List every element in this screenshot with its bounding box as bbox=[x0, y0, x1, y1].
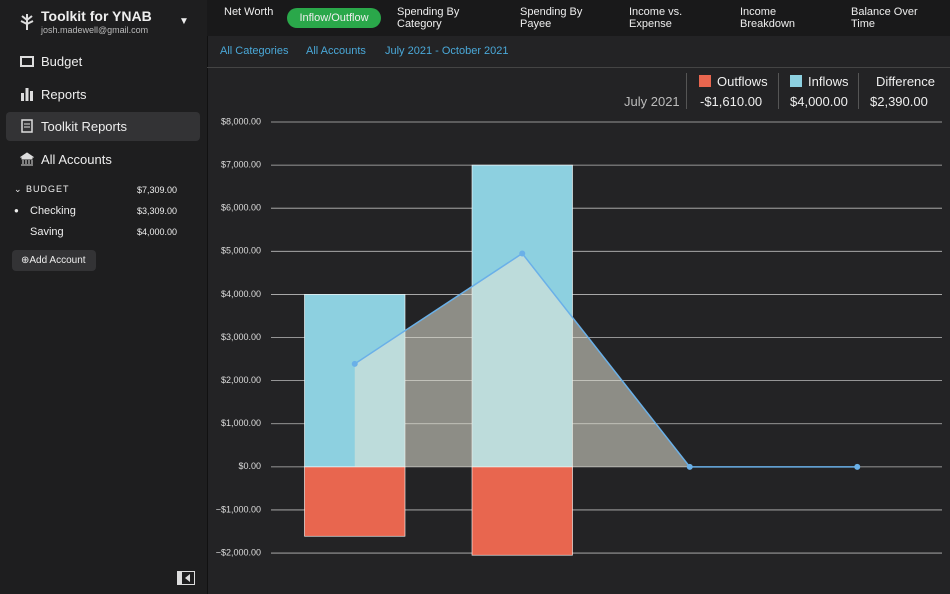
nav-label: All Accounts bbox=[41, 152, 112, 167]
y-tick-label: $2,000.00 bbox=[221, 375, 261, 385]
difference-point bbox=[686, 463, 693, 470]
divider bbox=[778, 73, 779, 109]
collapse-button[interactable] bbox=[177, 571, 195, 585]
y-tick-label: $4,000.00 bbox=[221, 289, 261, 299]
divider bbox=[686, 73, 687, 109]
y-tick-label: $7,000.00 bbox=[221, 159, 261, 169]
bar bbox=[304, 466, 406, 537]
menu-caret[interactable]: ▼ bbox=[179, 16, 189, 27]
divider bbox=[207, 67, 950, 68]
email: josh.madewell@gmail.com bbox=[41, 25, 149, 35]
add-account-button[interactable]: ⊕Add Account bbox=[12, 250, 96, 271]
bar bbox=[471, 466, 573, 556]
nav-item[interactable]: Reports bbox=[6, 80, 200, 109]
account-name[interactable]: Checking bbox=[30, 205, 76, 217]
tab-bar: Net Worth Inflow/Outflow Spending By Cat… bbox=[207, 0, 950, 36]
tab[interactable]: Income vs. Expense bbox=[629, 6, 683, 30]
y-tick-label: $0.00 bbox=[238, 461, 261, 471]
difference-line bbox=[354, 252, 858, 468]
nav-label: Reports bbox=[41, 87, 87, 102]
difference-point bbox=[519, 250, 526, 257]
filter[interactable]: All Accounts bbox=[306, 45, 366, 57]
y-tick-label: $8,000.00 bbox=[221, 116, 261, 126]
y-tick-label: $3,000.00 bbox=[221, 332, 261, 342]
account-balance: $3,309.00 bbox=[136, 206, 177, 216]
budget-label: ⌄ BUDGET bbox=[14, 184, 70, 194]
legend-swatch bbox=[699, 75, 711, 87]
y-tick-label: −$2,000.00 bbox=[216, 547, 261, 557]
summary-period: July 2021 bbox=[624, 94, 680, 109]
nav-item[interactable]: All Accounts bbox=[6, 145, 200, 174]
y-tick-label: −$1,000.00 bbox=[216, 504, 261, 514]
legend-label: Outflows bbox=[717, 74, 768, 89]
summary-value: $2,390.00 bbox=[870, 94, 928, 109]
selected-dot: ● bbox=[14, 206, 19, 215]
nav-item[interactable]: Budget bbox=[6, 47, 200, 76]
account-name[interactable]: Saving bbox=[30, 226, 64, 238]
chart: −$2,000.00 −$1,000.00 $0.00 $1,000.00 $2,000… bbox=[216, 116, 942, 557]
tab[interactable]: Spending By Payee bbox=[520, 6, 583, 30]
tab[interactable]: Income Breakdown bbox=[740, 6, 796, 30]
account-balance: $4,000.00 bbox=[136, 227, 177, 237]
divider bbox=[858, 73, 859, 109]
y-tick-label: $1,000.00 bbox=[221, 418, 261, 428]
tab[interactable]: Spending By Category bbox=[397, 6, 460, 30]
difference-point bbox=[351, 360, 358, 367]
add-account-label: Add Account bbox=[29, 255, 86, 266]
nav-label: Toolkit Reports bbox=[41, 119, 127, 134]
app-logo bbox=[20, 14, 34, 30]
legend-label: Inflows bbox=[808, 74, 849, 89]
tab-active[interactable]: Inflow/Outflow bbox=[287, 8, 381, 28]
difference-area bbox=[354, 253, 858, 467]
budget-label-text: BUDGET bbox=[26, 184, 70, 194]
legend-label: Difference bbox=[876, 74, 936, 89]
summary-value: $4,000.00 bbox=[790, 94, 848, 109]
legend-swatch bbox=[790, 75, 802, 87]
nav-label: Budget bbox=[41, 54, 83, 69]
y-tick-label: $6,000.00 bbox=[221, 203, 261, 213]
nav-item[interactable]: Toolkit Reports bbox=[6, 112, 200, 141]
filter[interactable]: July 2021 - October 2021 bbox=[385, 45, 509, 57]
y-tick-label: $5,000.00 bbox=[221, 246, 261, 256]
app-title: Toolkit for YNAB bbox=[41, 8, 152, 24]
filter[interactable]: All Categories bbox=[220, 45, 289, 57]
tab[interactable]: Net Worth bbox=[224, 6, 274, 18]
tab[interactable]: Balance Over Time bbox=[851, 6, 918, 30]
summary-value: -$1,610.00 bbox=[700, 94, 763, 109]
budget-total: $7,309.00 bbox=[136, 185, 177, 195]
difference-point bbox=[854, 463, 861, 470]
sidebar: Toolkit for YNAB josh.madewell@gmail.com… bbox=[0, 0, 208, 594]
